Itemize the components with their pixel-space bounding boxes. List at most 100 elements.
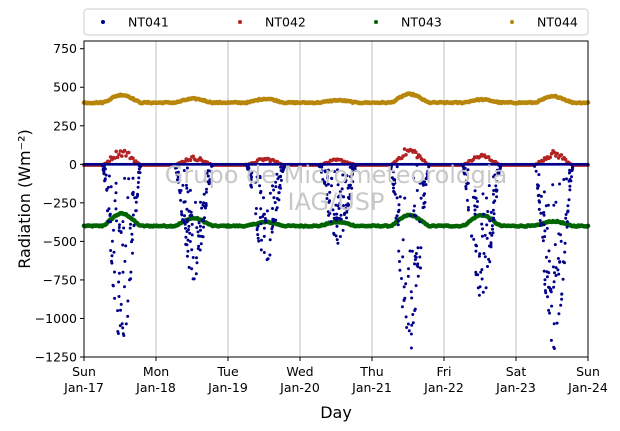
point-nt041	[564, 213, 568, 216]
point-nt041	[121, 220, 125, 224]
point-nt041	[548, 311, 551, 315]
point-nt041	[123, 285, 126, 289]
point-nt041	[254, 207, 258, 210]
point-nt041	[114, 191, 118, 195]
point-nt041	[335, 212, 339, 216]
point-nt041	[464, 179, 468, 183]
point-nt041	[397, 249, 401, 253]
point-nt042	[414, 150, 418, 154]
point-nt042	[401, 154, 406, 158]
x-axis-label: Day	[320, 403, 352, 422]
point-nt041	[122, 334, 126, 337]
point-nt041	[416, 246, 420, 250]
point-nt041	[484, 286, 488, 290]
point-nt042	[563, 157, 568, 162]
point-nt042	[122, 148, 127, 153]
point-nt041	[353, 169, 357, 172]
point-nt041	[403, 196, 407, 200]
legend-box	[83, 8, 589, 36]
point-nt041	[478, 285, 482, 289]
point-nt041	[115, 219, 118, 223]
point-nt041	[124, 322, 128, 326]
point-nt041	[547, 259, 551, 263]
point-nt041	[485, 236, 489, 240]
point-nt041	[137, 176, 141, 180]
point-nt041	[466, 168, 470, 172]
point-nt041	[176, 175, 180, 179]
point-nt041	[323, 181, 327, 184]
point-nt041	[471, 195, 475, 199]
point-nt041	[549, 338, 553, 342]
point-nt041	[419, 246, 423, 250]
point-nt041	[554, 200, 558, 204]
point-nt041	[466, 208, 470, 212]
point-nt041	[491, 192, 495, 196]
point-nt041	[545, 275, 549, 279]
point-nt041	[542, 269, 546, 273]
point-nt041	[480, 268, 484, 272]
point-nt041	[271, 207, 274, 210]
point-nt041	[541, 211, 545, 215]
y-tick-label: −1000	[35, 311, 77, 326]
y-tick-label: 500	[53, 80, 77, 95]
point-nt041	[259, 207, 263, 211]
point-nt041	[132, 223, 136, 227]
point-nt041	[336, 168, 339, 172]
point-nt041	[185, 254, 189, 258]
point-nt041	[345, 216, 348, 220]
x-tick-label-date: Jan-19	[207, 380, 248, 395]
point-nt041	[351, 180, 355, 184]
point-nt041	[333, 170, 336, 173]
point-nt041	[255, 175, 259, 179]
point-nt041	[117, 226, 121, 229]
point-nt041	[537, 199, 541, 203]
point-nt041	[249, 179, 252, 182]
point-nt041	[398, 195, 402, 199]
point-nt041	[195, 256, 198, 260]
point-nt041	[129, 222, 132, 226]
point-nt041	[410, 249, 414, 253]
point-nt042	[127, 150, 131, 155]
point-nt041	[275, 206, 279, 210]
point-nt041	[482, 252, 486, 255]
point-nt041	[416, 274, 420, 278]
point-nt041	[568, 188, 572, 192]
point-nt041	[336, 241, 340, 245]
point-nt041	[273, 201, 277, 204]
point-nt041	[263, 217, 267, 220]
point-nt041	[268, 191, 272, 195]
point-nt041	[205, 187, 208, 191]
point-nt041	[337, 216, 341, 220]
point-nt041	[110, 261, 114, 265]
point-nt041	[558, 260, 562, 264]
point-nt041	[113, 270, 116, 274]
point-nt041	[480, 222, 484, 226]
point-nt041	[185, 220, 189, 224]
data-points	[81, 91, 591, 350]
point-nt041	[131, 213, 135, 217]
point-nt041	[543, 282, 547, 286]
point-nt041	[395, 165, 399, 169]
point-nt041	[106, 209, 109, 213]
point-nt041	[392, 190, 396, 194]
point-nt041	[258, 184, 262, 188]
point-nt041	[130, 238, 134, 242]
point-nt041	[542, 223, 546, 227]
point-nt041	[268, 238, 272, 242]
point-nt041	[354, 162, 358, 166]
point-nt042	[114, 149, 118, 154]
point-nt041	[401, 255, 405, 259]
point-nt041	[402, 285, 406, 289]
point-nt041	[406, 322, 410, 326]
x-tick-label-date: Jan-17	[63, 380, 104, 395]
point-nt041	[393, 181, 397, 184]
point-nt041	[327, 213, 331, 217]
point-nt041	[570, 175, 573, 179]
x-tick-label-day: Fri	[437, 364, 452, 379]
point-nt041	[283, 163, 287, 166]
point-nt041	[553, 243, 557, 247]
point-nt041	[557, 312, 561, 316]
point-nt041	[422, 205, 426, 209]
point-nt041	[483, 255, 487, 259]
point-nt041	[184, 183, 188, 187]
